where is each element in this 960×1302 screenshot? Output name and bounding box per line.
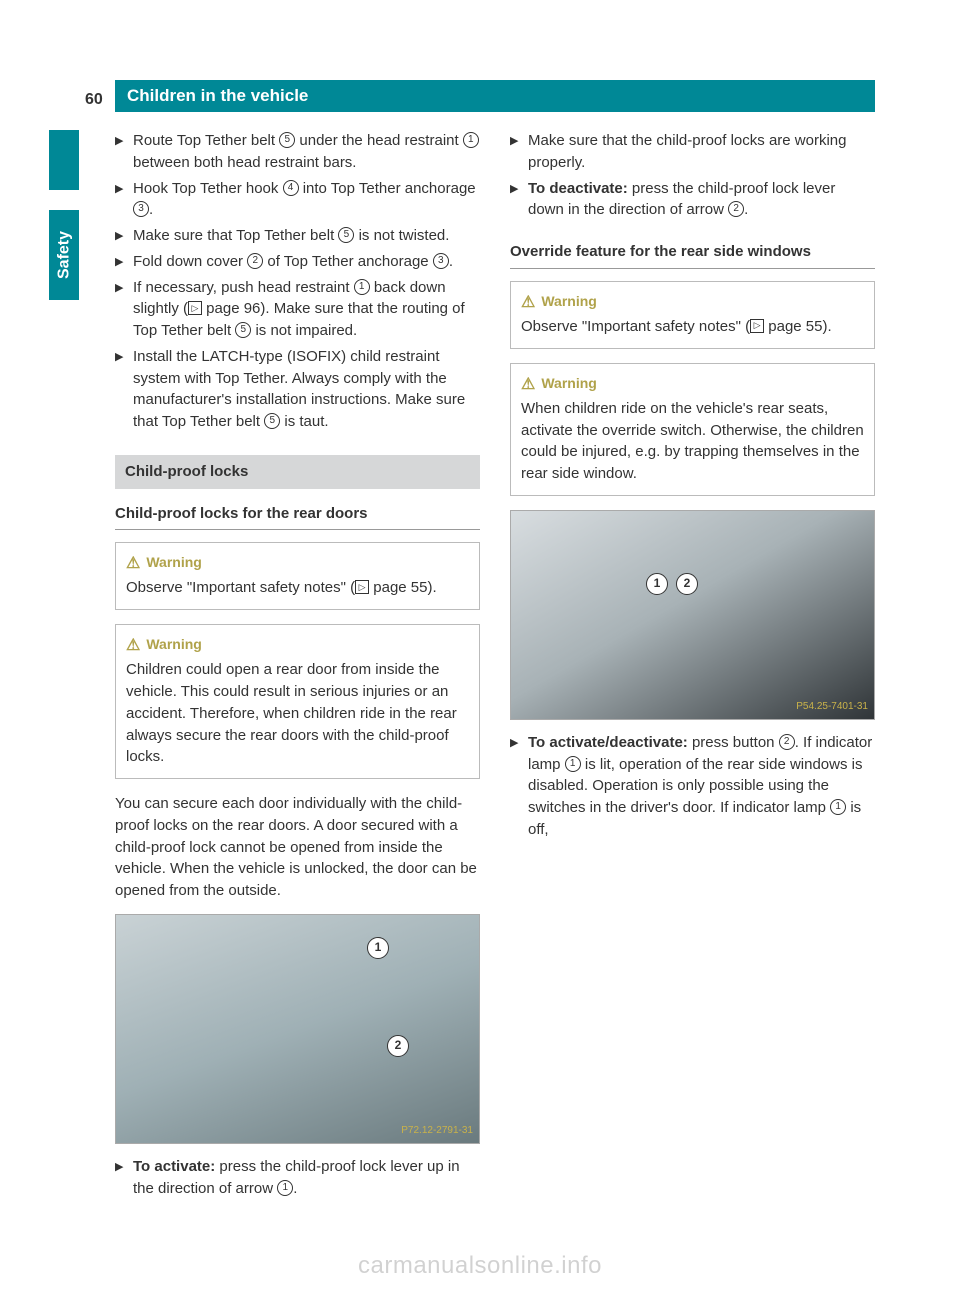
- fig-callout: 2: [676, 573, 698, 595]
- warning-heading: ⚠Warning: [126, 551, 469, 574]
- step-item: ▶ To activate/deactivate: press button 2…: [510, 732, 875, 841]
- warning-body: When children ride on the vehicle's rear…: [521, 398, 864, 485]
- step-item: ▶ Hook Top Tether hook 4 into Top Tether…: [115, 178, 480, 222]
- warning-icon: ⚠: [521, 291, 535, 314]
- side-tab-safety: Safety: [49, 210, 79, 300]
- fig-callout: 1: [646, 573, 668, 595]
- step-item: ▶ If necessary, push head restraint 1 ba…: [115, 277, 480, 342]
- page-ref-icon: ▷: [750, 319, 764, 333]
- page-ref-icon: ▷: [355, 580, 369, 594]
- ref-circle: 5: [279, 132, 295, 148]
- bullet-icon: ▶: [510, 178, 528, 222]
- bullet-icon: ▶: [115, 346, 133, 433]
- step-text: Make sure that Top Tether belt 5 is not …: [133, 225, 480, 247]
- bullet-icon: ▶: [510, 130, 528, 174]
- page-content: ▶ Route Top Tether belt 5 under the head…: [115, 130, 875, 1242]
- ref-circle: 4: [283, 180, 299, 196]
- warning-body: Children could open a rear door from ins…: [126, 659, 469, 768]
- page-number: 60: [85, 88, 103, 111]
- step-item: ▶ Route Top Tether belt 5 under the head…: [115, 130, 480, 174]
- bullet-icon: ▶: [115, 277, 133, 342]
- chapter-header: Children in the vehicle: [115, 80, 875, 112]
- ref-circle: 3: [133, 201, 149, 217]
- step-item: ▶ Fold down cover 2 of Top Tether anchor…: [115, 251, 480, 273]
- step-text: Make sure that the child-proof locks are…: [528, 130, 875, 174]
- page-ref-icon: ▷: [188, 301, 202, 315]
- bullet-icon: ▶: [115, 251, 133, 273]
- warning-heading: ⚠Warning: [521, 372, 864, 395]
- figure-id: P72.12-2791-31: [401, 1124, 473, 1139]
- step-text: To deactivate: press the child-proof loc…: [528, 178, 875, 222]
- section-heading: Child-proof locks: [115, 455, 480, 489]
- warning-icon: ⚠: [126, 634, 140, 657]
- figure-window-override: 1 2 P54.25-7401-31: [510, 510, 875, 720]
- figure-child-lock-door: 1 2 P72.12-2791-31: [115, 914, 480, 1144]
- body-paragraph: You can secure each door individually wi…: [115, 793, 480, 902]
- bullet-icon: ▶: [115, 1156, 133, 1200]
- warning-heading: ⚠Warning: [126, 633, 469, 656]
- ref-circle: 2: [779, 734, 795, 750]
- warning-icon: ⚠: [126, 552, 140, 575]
- bullet-icon: ▶: [115, 130, 133, 174]
- step-item: ▶ Make sure that Top Tether belt 5 is no…: [115, 225, 480, 247]
- ref-circle: 1: [277, 1180, 293, 1196]
- step-item: ▶ To activate: press the child-proof loc…: [115, 1156, 480, 1200]
- warning-body: Observe "Important safety notes" (▷ page…: [126, 577, 469, 599]
- ref-circle: 2: [247, 253, 263, 269]
- bullet-icon: ▶: [115, 225, 133, 247]
- warning-box: ⚠Warning Observe "Important safety notes…: [115, 542, 480, 610]
- step-item: ▶ Make sure that the child-proof locks a…: [510, 130, 875, 174]
- warning-icon: ⚠: [521, 373, 535, 396]
- step-text: To activate/deactivate: press button 2. …: [528, 732, 875, 841]
- subheading: Child-proof locks for the rear doors: [115, 503, 480, 531]
- step-text: If necessary, push head restraint 1 back…: [133, 277, 480, 342]
- ref-circle: 5: [235, 322, 251, 338]
- ref-circle: 2: [728, 201, 744, 217]
- watermark: carmanualsonline.info: [0, 1249, 960, 1284]
- side-tab-spacer: [49, 130, 79, 190]
- bullet-icon: ▶: [510, 732, 528, 841]
- step-item: ▶ Install the LATCH-type (ISOFIX) child …: [115, 346, 480, 433]
- warning-box: ⚠Warning Children could open a rear door…: [115, 624, 480, 779]
- step-text: Hook Top Tether hook 4 into Top Tether a…: [133, 178, 480, 222]
- warning-body: Observe "Important safety notes" (▷ page…: [521, 316, 864, 338]
- step-text: Fold down cover 2 of Top Tether anchorag…: [133, 251, 480, 273]
- step-text: Route Top Tether belt 5 under the head r…: [133, 130, 480, 174]
- ref-circle: 1: [354, 279, 370, 295]
- ref-circle: 5: [264, 413, 280, 429]
- step-text: Install the LATCH-type (ISOFIX) child re…: [133, 346, 480, 433]
- step-item: ▶ To deactivate: press the child-proof l…: [510, 178, 875, 222]
- ref-circle: 3: [433, 253, 449, 269]
- warning-box: ⚠Warning Observe "Important safety notes…: [510, 281, 875, 349]
- ref-circle: 1: [830, 799, 846, 815]
- subheading: Override feature for the rear side windo…: [510, 241, 875, 269]
- step-text: To activate: press the child-proof lock …: [133, 1156, 480, 1200]
- figure-id: P54.25-7401-31: [796, 700, 868, 715]
- bullet-icon: ▶: [115, 178, 133, 222]
- ref-circle: 1: [565, 756, 581, 772]
- fig-callout: 1: [367, 937, 389, 959]
- fig-callout: 2: [387, 1035, 409, 1057]
- warning-box: ⚠Warning When children ride on the vehic…: [510, 363, 875, 496]
- ref-circle: 5: [338, 227, 354, 243]
- warning-heading: ⚠Warning: [521, 290, 864, 313]
- ref-circle: 1: [463, 132, 479, 148]
